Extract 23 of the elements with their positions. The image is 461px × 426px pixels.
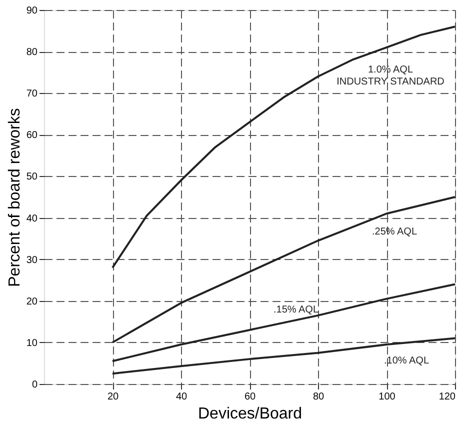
series-label: 1.0% AQL INDUSTRY STANDARD [336,64,444,88]
y-tick-label: 70 [26,88,38,100]
x-axis-title: Devices/Board [198,406,302,422]
x-tick-label: 40 [176,392,188,402]
x-tick-label: 80 [312,392,324,402]
x-tick-label: 120 [438,392,456,402]
x-tick-label: 60 [244,392,256,402]
y-tick-label: 0 [32,380,38,390]
y-tick-label: 40 [26,213,38,224]
y-tick-label: 50 [26,172,38,183]
y-tick-label: 80 [26,47,38,58]
y-tick-label: 20 [26,296,38,308]
series-label: .15% AQL [273,304,319,316]
y-tick-label: 90 [26,6,38,16]
y-tick-label: 10 [26,338,38,349]
line-series [112,26,456,269]
y-tick-label: 60 [26,130,38,142]
y-tick-label: 30 [26,254,38,266]
line-series [112,337,456,375]
line-series [112,196,456,344]
y-axis-title: Percent of board reworks [6,108,24,287]
x-tick-label: 20 [107,392,119,402]
x-tick-label: 100 [378,392,396,402]
